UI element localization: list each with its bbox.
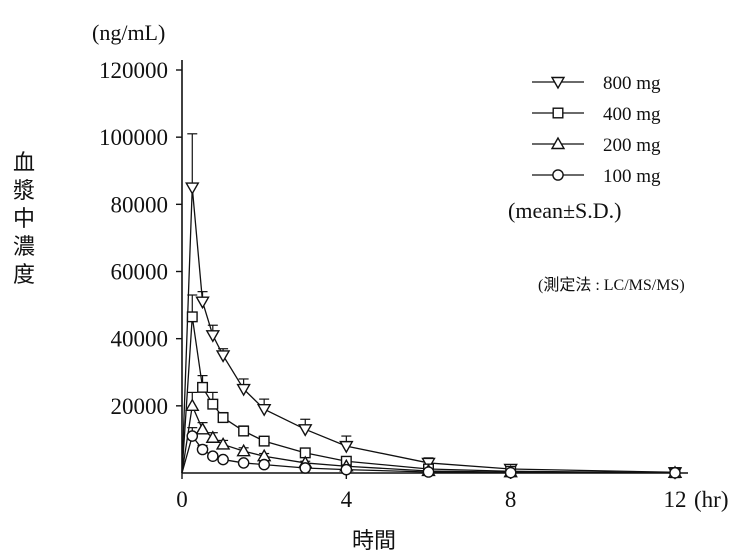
legend: 800 mg 400 mg 200 mg 100 mg (532, 73, 661, 187)
data-point (299, 462, 312, 474)
x-axis-label: 時間 (352, 528, 396, 553)
series-100-mg (181, 427, 681, 479)
y-axis-label-char: 濃 (13, 234, 35, 259)
legend-marker (552, 107, 564, 119)
data-point (185, 182, 200, 195)
data-point (196, 443, 209, 456)
y-tick-label: 100000 (99, 125, 168, 150)
y-unit-label: (ng/mL) (92, 20, 165, 45)
legend-label: 800 mg (603, 73, 661, 94)
data-point (236, 383, 251, 397)
data-point (669, 467, 681, 479)
y-axis-label-char: 漿 (13, 178, 35, 203)
legend-marker (552, 169, 564, 181)
data-point (207, 450, 219, 463)
y-tick-label: 20000 (111, 394, 169, 419)
data-point (217, 412, 229, 424)
data-point (422, 466, 435, 478)
data-point (207, 398, 219, 410)
y-axis-label-char: 血 (13, 150, 35, 175)
data-point (195, 421, 210, 435)
data-point (237, 457, 250, 469)
x-ticks: 0 4 8 12 (176, 473, 687, 512)
legend-label: 200 mg (603, 135, 661, 156)
data-point (340, 463, 353, 476)
data-point (236, 443, 251, 457)
y-ticks: 20000 40000 60000 80000 100000 120000 (99, 58, 182, 419)
y-axis-label-char: 中 (13, 206, 35, 231)
data-point (186, 430, 199, 442)
data-point (339, 440, 354, 454)
legend-label: 400 mg (603, 104, 661, 125)
data-point (256, 403, 272, 417)
data-point (238, 425, 250, 437)
method-note: (測定法 : LC/MS/MS) (538, 276, 685, 294)
series-line (181, 187, 676, 474)
series-line (181, 316, 676, 474)
legend-marker (550, 136, 566, 150)
x-tick-label: 4 (341, 487, 353, 512)
x-tick-label: 8 (505, 487, 517, 512)
y-tick-label: 60000 (111, 260, 169, 285)
data-point (215, 437, 231, 450)
x-tick-label: 12 (664, 487, 687, 512)
legend-note: (mean±S.D.) (508, 198, 622, 223)
data-point (258, 435, 270, 447)
y-tick-label: 40000 (111, 327, 169, 352)
data-point (258, 458, 270, 471)
plot-area (181, 133, 683, 480)
legend-label: 100 mg (603, 166, 661, 187)
y-tick-label: 120000 (99, 58, 168, 83)
data-point (197, 381, 209, 393)
y-tick-label: 80000 (111, 192, 169, 217)
series-400-mg (181, 294, 681, 479)
legend-marker (550, 76, 566, 90)
data-point (504, 466, 517, 479)
data-point (205, 330, 221, 343)
data-point (217, 453, 229, 466)
data-point (195, 296, 210, 310)
data-point (185, 398, 200, 412)
x-tick-label: 0 (176, 487, 188, 512)
y-axis-label-char: 度 (13, 262, 35, 287)
data-point (205, 430, 221, 443)
data-point (298, 424, 313, 437)
data-point (186, 311, 198, 323)
x-unit-label: (hr) (694, 487, 728, 512)
data-point (215, 350, 231, 363)
series-800-mg (181, 133, 683, 480)
